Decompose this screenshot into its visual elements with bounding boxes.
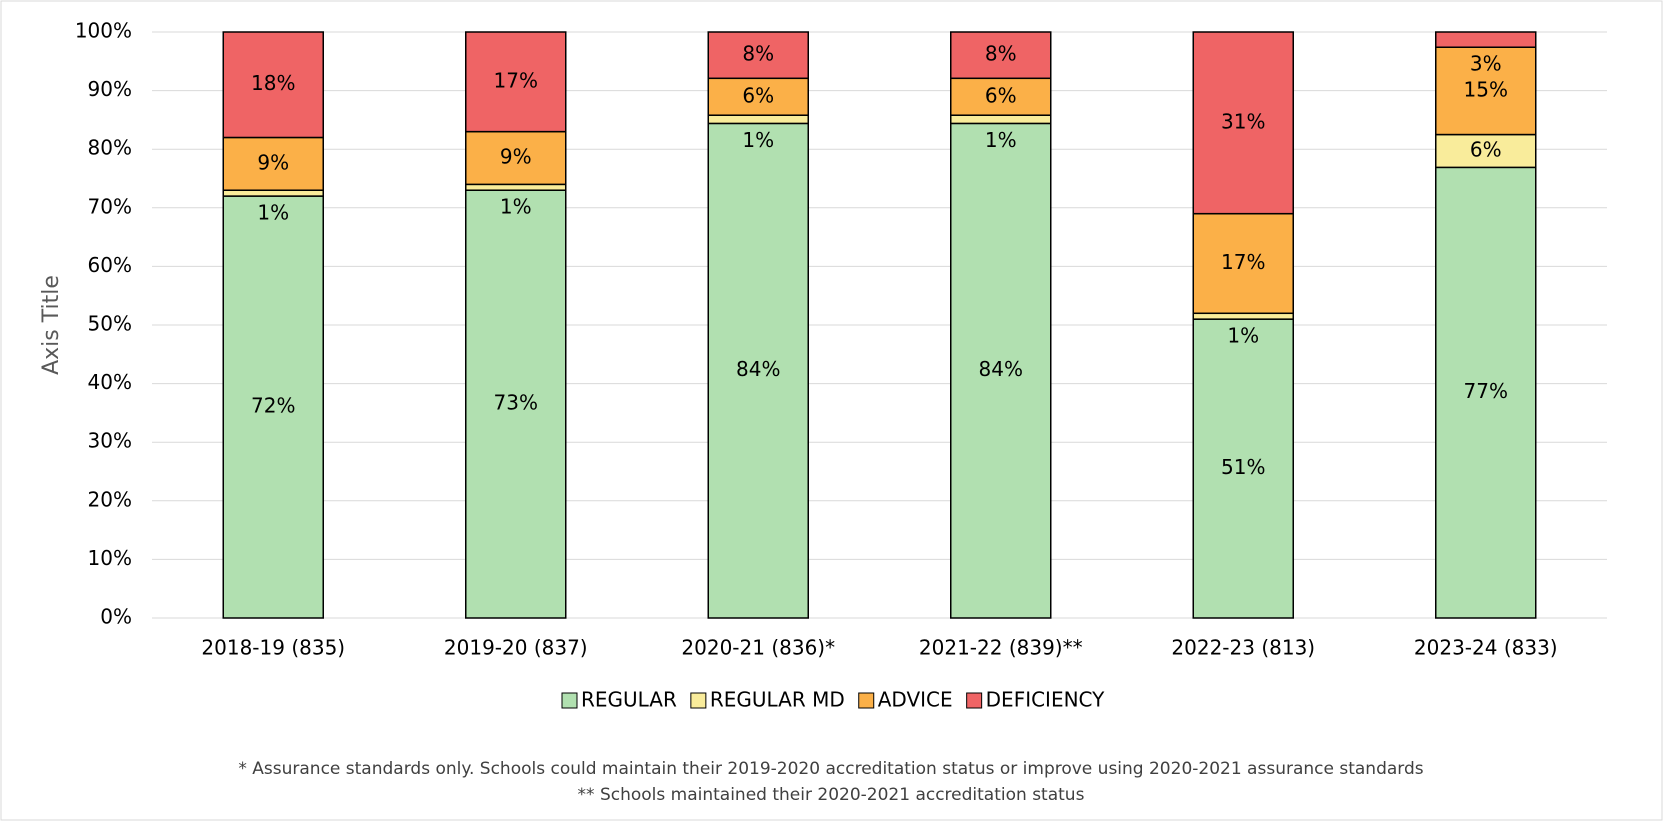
y-tick-label: 20% xyxy=(88,487,132,511)
y-tick-label: 10% xyxy=(88,546,132,570)
bar-segment xyxy=(707,31,809,80)
data-label: 31% xyxy=(1221,109,1265,133)
x-tick-label: 2018-19 (835) xyxy=(201,636,345,660)
legend-label: REGULAR xyxy=(581,688,677,712)
data-label: 17% xyxy=(1221,250,1265,274)
bar-segment xyxy=(465,31,567,133)
x-tick-label: 2020-21 (836)* xyxy=(681,636,835,660)
data-label: 1% xyxy=(500,195,532,219)
y-tick-label: 90% xyxy=(88,77,132,101)
bar-segment xyxy=(707,122,809,619)
bar-segment xyxy=(950,122,1052,619)
data-label: 84% xyxy=(736,357,780,381)
legend-label: ADVICE xyxy=(878,688,953,712)
legend-swatch xyxy=(858,692,875,709)
y-axis-title: Axis Title xyxy=(39,275,64,375)
bar-segment xyxy=(222,31,324,139)
data-label: 6% xyxy=(985,83,1017,107)
y-tick-label: 80% xyxy=(88,136,132,160)
y-tick-label: 60% xyxy=(88,253,132,277)
bar-segment xyxy=(707,114,809,125)
bar-segment xyxy=(1435,31,1537,48)
data-label: 1% xyxy=(742,128,774,152)
legend-swatch xyxy=(561,692,578,709)
y-tick-label: 40% xyxy=(88,370,132,394)
data-label: 6% xyxy=(1470,137,1502,161)
data-label: 8% xyxy=(985,42,1017,66)
data-label: 1% xyxy=(257,201,289,225)
bar-segment xyxy=(1435,133,1537,169)
bar-segment xyxy=(950,77,1052,116)
legend-label: REGULAR MD xyxy=(710,688,845,712)
legend-label: DEFICIENCY xyxy=(986,688,1106,712)
bar-segment xyxy=(465,183,567,191)
bar-segment xyxy=(222,195,324,619)
data-label: 6% xyxy=(742,83,774,107)
bar-segment xyxy=(950,31,1052,80)
bar-segment xyxy=(222,136,324,191)
y-tick-label: 100% xyxy=(75,19,132,43)
x-tick-label: 2022-23 (813) xyxy=(1171,636,1315,660)
y-tick-label: 50% xyxy=(88,312,132,336)
legend-swatch xyxy=(690,692,707,709)
data-label: 15% xyxy=(1464,77,1508,101)
y-tick-label: 0% xyxy=(100,605,132,629)
footnote: * Assurance standards only. Schools coul… xyxy=(238,759,1423,779)
y-tick-label: 70% xyxy=(88,194,132,218)
bar-segment xyxy=(222,189,324,197)
data-label: 84% xyxy=(979,357,1023,381)
data-label: 9% xyxy=(257,150,289,174)
data-label: 73% xyxy=(494,391,538,415)
data-label: 51% xyxy=(1221,455,1265,479)
legend-swatch xyxy=(966,692,983,709)
x-tick-label: 2021-22 (839)** xyxy=(919,636,1083,660)
footnote: ** Schools maintained their 2020-2021 ac… xyxy=(578,785,1085,805)
x-tick-label: 2023-24 (833) xyxy=(1414,636,1558,660)
data-label: 8% xyxy=(742,42,774,66)
data-label: 1% xyxy=(985,128,1017,152)
data-label: 18% xyxy=(251,71,295,95)
x-tick-label: 2019-20 (837) xyxy=(444,636,588,660)
data-label: 17% xyxy=(494,68,538,92)
bar-segment xyxy=(950,114,1052,125)
bar-segment xyxy=(465,189,567,619)
bar-segment xyxy=(1192,212,1294,315)
bar-segment xyxy=(1435,46,1537,136)
data-label: 77% xyxy=(1464,379,1508,403)
data-label: 9% xyxy=(500,144,532,168)
bar-segment xyxy=(1192,31,1294,215)
data-label: 3% xyxy=(1470,52,1502,76)
bar-segment xyxy=(1192,312,1294,320)
data-label: 1% xyxy=(1227,324,1259,348)
data-label: 72% xyxy=(251,394,295,418)
bar-segment xyxy=(1435,166,1537,619)
y-tick-label: 30% xyxy=(88,429,132,453)
